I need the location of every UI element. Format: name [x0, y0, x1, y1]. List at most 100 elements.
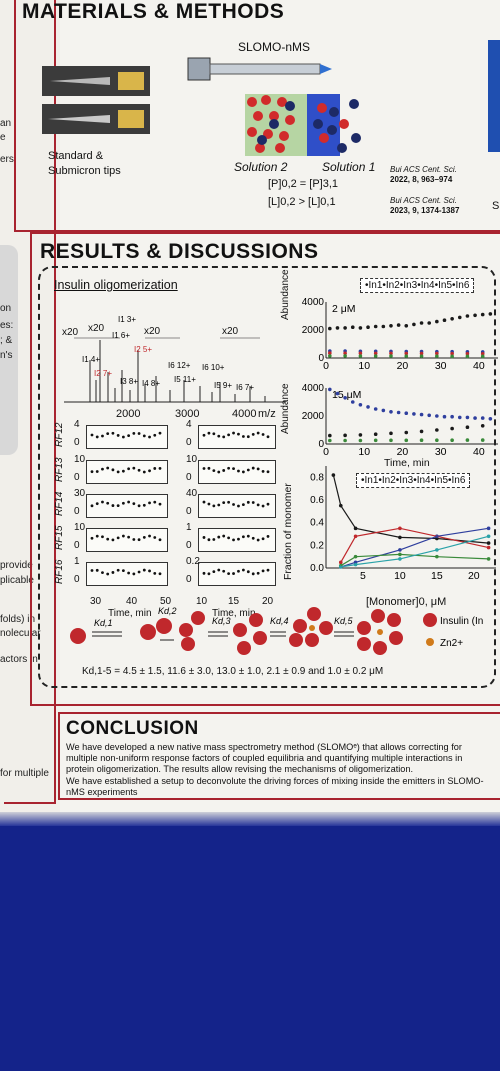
rf-ymax: 4: [74, 419, 80, 430]
data-point: [435, 438, 439, 443]
x-tick-label: 15: [431, 570, 443, 582]
data-point: [404, 438, 409, 443]
data-point: [419, 354, 424, 358]
rf-point: [261, 537, 265, 541]
rf-point: [202, 571, 206, 575]
insulin-subheading: Insulin oligomerization: [54, 278, 178, 292]
rf-point: [237, 537, 240, 541]
rf-point: [132, 466, 136, 470]
rf-point: [137, 538, 141, 542]
rf-point: [95, 568, 99, 572]
rf-point: [212, 538, 216, 541]
rf-ymin: 0: [186, 506, 192, 517]
rf-ymin: 0: [74, 437, 80, 448]
rf-point: [106, 501, 110, 505]
right-edge-blue-box: [488, 40, 500, 152]
rf-point: [222, 469, 226, 472]
fit-curve: [340, 527, 489, 568]
data-point: [389, 438, 393, 443]
data-point: [450, 317, 454, 321]
rf-point: [261, 569, 265, 573]
y-tick-label: 0.0: [310, 563, 324, 574]
ms-peaks: [89, 340, 266, 402]
rf-point: [127, 535, 131, 539]
ms-peak-labels: I1 3+ I1 4+ I1 6+ I2 5+ I2 7+ I3 8+ I4 8…: [82, 315, 254, 392]
data-point: [435, 428, 439, 432]
data-point: [419, 321, 424, 325]
rf-point: [116, 568, 120, 572]
rf-xlabel: Time, min: [108, 608, 152, 619]
data-point: [465, 438, 470, 442]
data-point: [450, 438, 454, 443]
data-point: [389, 354, 393, 358]
rf-point: [237, 469, 240, 473]
rf-point: [142, 536, 146, 539]
rf-point: [232, 431, 235, 435]
data-point: [404, 354, 409, 358]
rf-point: [241, 435, 245, 438]
ms-peak-label: I6 12+: [168, 361, 191, 370]
ms-unit: m/z: [258, 408, 276, 420]
data-point: [396, 323, 401, 327]
data-point: [373, 438, 378, 443]
data-point: [480, 354, 485, 359]
data-point: [435, 351, 439, 356]
rf-point: [266, 435, 270, 439]
x-tick-label: 5: [360, 570, 366, 582]
rf-point: [101, 467, 104, 471]
rf-point: [212, 432, 216, 436]
data-point: [465, 415, 470, 420]
data-point: [328, 351, 332, 355]
rf-point: [251, 466, 255, 470]
conclusion-paragraph-1: We have developed a new native mass spec…: [66, 742, 463, 774]
y-tick-label: 0: [318, 353, 324, 364]
reference-1-volume: 2022, 8, 963–974: [390, 175, 453, 184]
rf-xlabel: Time, min: [212, 608, 256, 619]
rf-point: [227, 500, 231, 504]
ms-peak-label: I6 10+: [202, 363, 225, 372]
chart-title: 15 μM: [332, 389, 361, 401]
rf-points: [90, 534, 162, 542]
data-point: [373, 407, 378, 411]
rf-points: [90, 568, 162, 576]
rf-point: [256, 431, 260, 435]
ms-tick: 3000: [175, 408, 200, 420]
rf-point: [207, 572, 211, 576]
rf-point: [121, 569, 125, 573]
data-point: [486, 557, 491, 561]
rf-point: [212, 504, 216, 508]
ms-peak-label: I1 6+: [112, 331, 130, 340]
rf-ymin: 0: [186, 540, 192, 551]
data-point: [450, 426, 454, 431]
zn-legend-label: Zn2+: [440, 638, 463, 649]
data-point: [343, 326, 347, 330]
ms-tick: 4000: [232, 408, 257, 420]
rf-point: [207, 502, 211, 506]
ms-tick: 2000: [116, 408, 141, 420]
rf-point: [142, 470, 146, 474]
rf-point: [137, 432, 141, 435]
rf-point: [237, 432, 240, 436]
rf-point: [153, 500, 157, 504]
y-tick-label: 0: [318, 439, 324, 450]
x-tick-label: 40: [473, 360, 485, 372]
data-point: [404, 351, 409, 356]
ms-peak-label: I5 9+: [214, 381, 232, 390]
rf-point: [202, 536, 206, 539]
monomer-fraction-chart: 0.8 0.6 0.4 0.2 0.0 5 10 15 20: [310, 466, 496, 582]
rf-point: [256, 467, 260, 471]
rf-point: [90, 470, 94, 474]
rf-points: [202, 500, 270, 508]
rf-point: [101, 434, 104, 438]
y-tick-label: 2000: [302, 411, 325, 422]
reference-2-volume: 2023, 9, 1374-1387: [390, 206, 460, 215]
abundance-chart-2uM: 4000 2000 00 10 20 30 40 2 μM: [302, 297, 498, 372]
rf-point: [121, 469, 125, 473]
ms-peak-label: I5 11+: [174, 375, 196, 384]
rf-point: [127, 434, 131, 438]
rf-point: [237, 569, 240, 573]
rf-xtick: 20: [262, 596, 274, 607]
insulin-legend-label: Insulin (In: [440, 616, 483, 627]
abundance-chart-15uM: 4000 2000 00 10 20 30 40 15 μM: [302, 383, 498, 458]
emitter-holder: [187, 57, 211, 81]
